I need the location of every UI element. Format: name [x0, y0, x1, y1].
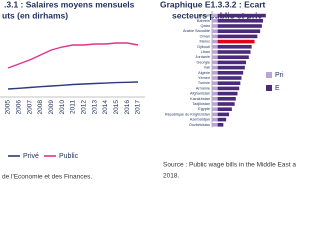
- legend-label: E: [275, 85, 280, 92]
- line: [7, 42, 139, 69]
- line: [7, 81, 139, 90]
- bar: [212, 107, 218, 111]
- legend-swatch: [266, 85, 272, 91]
- bar: [212, 55, 218, 59]
- category-label: Egypte: [198, 107, 210, 111]
- category-label: Kuwait: [199, 14, 211, 18]
- chart-title: .3.1 : Salaires moyens mensuels: [4, 0, 135, 9]
- x-tick-label: 2009: [48, 100, 55, 115]
- x-tick-label: 2008: [37, 100, 44, 115]
- legend-label: Privé: [23, 153, 39, 160]
- bar: [212, 45, 218, 49]
- category-label: Qatar: [201, 24, 211, 28]
- bar: [212, 117, 218, 122]
- bar: [212, 24, 218, 28]
- category-label: Arabie Saoudite: [183, 29, 210, 33]
- bar: [212, 71, 218, 75]
- source: 2018.: [163, 173, 179, 180]
- chart-title: Graphique E1.3.3.2 : Ecart: [160, 0, 266, 9]
- x-tick-label: 2010: [59, 100, 66, 115]
- bar: [212, 97, 218, 101]
- x-tick-label: 2016: [124, 100, 131, 115]
- category-label: Ouzbékistan: [189, 123, 210, 127]
- x-tick-label: 2007: [26, 100, 33, 115]
- category-label: Azerbaïdjan: [190, 118, 210, 122]
- x-tick-label: 2012: [81, 100, 88, 115]
- bar: [217, 60, 246, 65]
- bar: [212, 81, 218, 85]
- bar: [217, 86, 240, 91]
- x-tick-label: 2011: [70, 100, 77, 114]
- category-label: République du Kirghizistan: [165, 112, 210, 116]
- bar: [217, 24, 262, 28]
- bar: [212, 19, 218, 23]
- bar: [217, 29, 261, 33]
- bar: [212, 86, 218, 91]
- bar: [217, 97, 236, 101]
- category-label: Djibouti: [197, 45, 210, 49]
- bar: [212, 65, 218, 70]
- bar: [217, 112, 229, 117]
- category-label: Tunisie: [198, 81, 210, 85]
- category-label: Yémen: [198, 76, 210, 80]
- bar: [212, 60, 218, 65]
- bar: [217, 39, 255, 44]
- bar: [212, 76, 218, 80]
- category-label: Bahrein: [197, 19, 210, 23]
- category-label: Oman: [200, 34, 210, 38]
- x-tick-label: 2014: [102, 100, 109, 115]
- x-tick-label: 2006: [16, 100, 23, 115]
- category-label: Irak: [204, 66, 210, 70]
- category-label: Arménie: [196, 86, 210, 90]
- x-tick-label: 2005: [5, 100, 12, 115]
- bar: [217, 34, 258, 39]
- x-tick-label: 2015: [113, 100, 120, 115]
- legend-swatch: [266, 72, 272, 78]
- category-label: Georgie: [196, 60, 210, 64]
- chart-title: uts (en dirhams): [2, 10, 68, 20]
- bar: [217, 123, 224, 127]
- category-label: Jordanie: [195, 55, 210, 59]
- bar: [217, 71, 244, 75]
- bar: [217, 107, 232, 111]
- category-label: Liban: [201, 50, 210, 54]
- bar: [217, 91, 238, 96]
- bar: [212, 112, 218, 117]
- bar: [217, 65, 245, 70]
- bar: [217, 55, 249, 59]
- bar: [212, 91, 218, 96]
- bar: [217, 13, 266, 18]
- bar: [212, 34, 218, 39]
- category-label: Algérie: [198, 71, 210, 75]
- bar: [217, 45, 252, 49]
- bar: [212, 13, 218, 18]
- bar: [217, 81, 241, 85]
- category-label: Maroc: [199, 40, 210, 44]
- legend-label: Pri: [275, 72, 284, 79]
- bar: [212, 50, 218, 54]
- x-tick-label: 2013: [91, 100, 98, 115]
- bar: [217, 117, 227, 122]
- bar: [212, 102, 218, 106]
- bar: [217, 76, 242, 80]
- bar: [217, 102, 235, 106]
- category-label: Afghanistan: [190, 92, 210, 96]
- legend-label: Public: [59, 153, 79, 160]
- bar: [217, 50, 251, 54]
- source: Source : Public wage bills in the Middle…: [163, 162, 296, 169]
- bar: [217, 19, 263, 23]
- category-label: Tadjikistan: [192, 102, 210, 106]
- x-tick-label: 2017: [135, 100, 142, 115]
- bar: [212, 39, 218, 44]
- bar: [212, 123, 218, 127]
- category-label: Kazakhstan: [190, 97, 210, 101]
- bar: [212, 29, 218, 33]
- source: de l'Economie et des Finances.: [2, 174, 92, 181]
